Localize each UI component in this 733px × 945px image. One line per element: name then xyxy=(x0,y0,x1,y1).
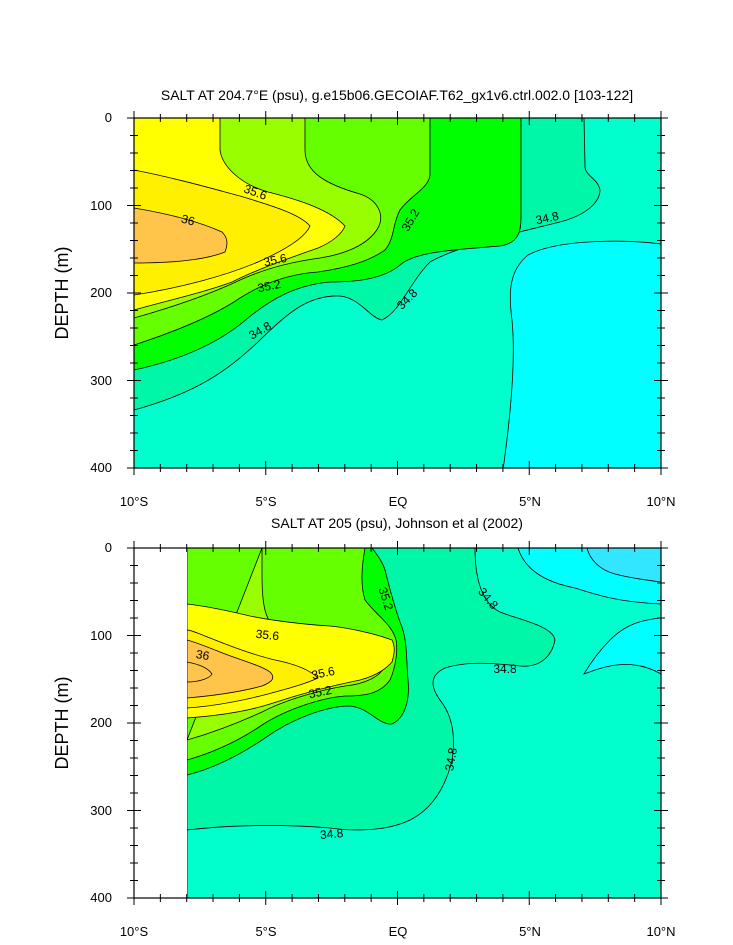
bottom-clabel-7: 34.8 xyxy=(442,746,460,772)
bottom-clabel-6: 34.8 xyxy=(493,662,517,676)
top-x-tick-labels: 10°S 5°S EQ 5°N 10°N xyxy=(120,494,676,509)
bottom-ytick-3: 300 xyxy=(90,803,112,818)
bottom-ytick-2: 200 xyxy=(90,715,112,730)
top-clabel-7: 34.8 xyxy=(534,209,560,228)
bottom-band-lt-34-6-mid xyxy=(583,617,661,675)
bottom-xtick-3: 5°N xyxy=(519,924,541,939)
top-ytick-1: 100 xyxy=(90,198,112,213)
bottom-contour-fill xyxy=(187,548,661,898)
top-ytick-0: 0 xyxy=(105,110,112,125)
bottom-ylabel: DEPTH (m) xyxy=(52,677,72,770)
bottom-xtick-2: EQ xyxy=(389,924,408,939)
bottom-y-tick-labels: 0 100 200 300 400 xyxy=(90,540,112,905)
bottom-xtick-4: 10°N xyxy=(646,924,675,939)
top-contour-fill xyxy=(134,118,661,468)
top-axis-ticks xyxy=(127,111,668,475)
bottom-xtick-0: 10°S xyxy=(120,924,149,939)
top-xtick-3: 5°N xyxy=(519,494,541,509)
bottom-clabel-0: 35.6 xyxy=(255,627,280,643)
top-xtick-0: 10°S xyxy=(120,494,149,509)
bottom-panel: SALT AT 205 (psu), Johnson et al (2002) xyxy=(52,515,676,939)
bottom-clabel-8: 34.8 xyxy=(319,826,344,842)
bottom-x-tick-labels: 10°S 5°S EQ 5°N 10°N xyxy=(120,924,676,939)
bottom-clabel-2: 35.6 xyxy=(310,664,336,683)
bottom-ytick-4: 400 xyxy=(90,890,112,905)
top-y-tick-labels: 0 100 200 300 400 xyxy=(90,110,112,475)
top-ytick-4: 400 xyxy=(90,460,112,475)
top-xtick-4: 10°N xyxy=(646,494,675,509)
top-xtick-2: EQ xyxy=(389,494,408,509)
bottom-axis-ticks xyxy=(127,541,668,905)
bottom-clabel-1: 36 xyxy=(195,647,211,663)
top-clabel-3: 35.2 xyxy=(256,277,282,296)
top-ytick-2: 200 xyxy=(90,285,112,300)
top-clabel-2: 35.6 xyxy=(262,251,288,270)
bottom-ytick-1: 100 xyxy=(90,628,112,643)
bottom-ytick-0: 0 xyxy=(105,540,112,555)
bottom-clabel-3: 35.2 xyxy=(307,683,333,702)
top-ytick-3: 300 xyxy=(90,373,112,388)
bottom-panel-title: SALT AT 205 (psu), Johnson et al (2002) xyxy=(271,515,523,531)
top-panel: SALT AT 204.7°E (psu), g.e15b06.GECOIAF.… xyxy=(52,87,676,509)
bottom-xtick-1: 5°S xyxy=(255,924,276,939)
bottom-band-gt-36 xyxy=(187,639,274,699)
bottom-band-lt-34-4 xyxy=(586,548,661,583)
top-ylabel: DEPTH (m) xyxy=(52,247,72,340)
top-xtick-1: 5°S xyxy=(255,494,276,509)
top-clabel-1: 36 xyxy=(180,212,197,229)
top-panel-title: SALT AT 204.7°E (psu), g.e15b06.GECOIAF.… xyxy=(161,87,633,103)
top-band-gt-36 xyxy=(134,207,228,264)
bottom-band-gt-36-2 xyxy=(187,661,213,683)
top-band-lt-34-6 xyxy=(502,240,661,468)
bottom-clabel-4: 35.2 xyxy=(376,585,397,612)
